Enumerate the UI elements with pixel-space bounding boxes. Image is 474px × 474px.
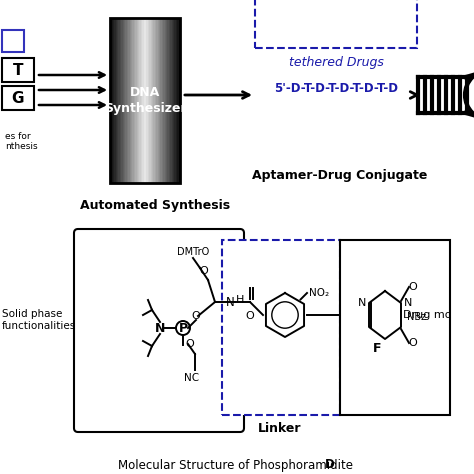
Bar	[2, 58, 34, 82]
Bar	[111, 18, 113, 183]
Bar	[159, 18, 160, 183]
Bar	[117, 18, 118, 183]
Bar	[255, 0, 417, 48]
Text: N: N	[226, 295, 235, 309]
Text: N: N	[155, 321, 165, 335]
Bar	[156, 18, 157, 183]
Bar	[142, 18, 144, 183]
Bar	[2, 86, 34, 110]
Bar	[179, 18, 180, 183]
Bar	[118, 18, 120, 183]
Bar	[120, 18, 121, 183]
Text: Solid phase
functionalities: Solid phase functionalities	[2, 309, 76, 331]
Text: N: N	[357, 298, 366, 308]
Bar	[149, 18, 151, 183]
Bar	[124, 18, 126, 183]
Bar	[141, 18, 142, 183]
Bar	[110, 18, 180, 183]
Bar	[172, 18, 173, 183]
Bar	[170, 18, 172, 183]
Bar	[126, 18, 127, 183]
Bar	[157, 18, 159, 183]
Text: O: O	[246, 311, 255, 321]
Bar	[177, 18, 179, 183]
Text: Automated Synthesis: Automated Synthesis	[80, 199, 230, 211]
Text: N: N	[404, 298, 412, 308]
Bar	[164, 18, 166, 183]
Bar	[137, 18, 138, 183]
Bar	[123, 18, 124, 183]
Text: G: G	[12, 91, 24, 106]
Bar	[162, 18, 163, 183]
Bar	[169, 18, 170, 183]
Text: O: O	[200, 266, 209, 276]
Bar	[151, 18, 152, 183]
Text: 5'-D-T-D-T-D-T-D-T-D: 5'-D-T-D-T-D-T-D-T-D	[274, 82, 398, 94]
Text: NC: NC	[184, 373, 200, 383]
Bar	[173, 18, 174, 183]
Bar	[167, 18, 169, 183]
Text: NO₂: NO₂	[309, 288, 329, 298]
Bar	[2, 30, 24, 52]
Bar	[114, 18, 116, 183]
Text: Linker: Linker	[258, 421, 302, 435]
Text: DMTrO: DMTrO	[177, 247, 209, 257]
Text: O: O	[409, 338, 418, 348]
Bar	[131, 18, 132, 183]
Text: tethered Drugs: tethered Drugs	[289, 55, 383, 69]
Text: DNA
Synthesizer: DNA Synthesizer	[104, 86, 186, 115]
Bar	[121, 18, 123, 183]
Bar	[222, 240, 340, 415]
Bar	[174, 18, 176, 183]
Text: O: O	[409, 282, 418, 292]
Bar	[176, 18, 177, 183]
Bar	[155, 18, 156, 183]
Bar	[138, 18, 139, 183]
Text: T: T	[13, 63, 23, 78]
Bar	[154, 18, 155, 183]
Text: O: O	[185, 339, 194, 349]
Bar	[146, 18, 148, 183]
Text: Molecular Structure of Phosphoramidite: Molecular Structure of Phosphoramidite	[118, 458, 356, 472]
Bar	[132, 18, 134, 183]
Bar	[145, 18, 146, 183]
Text: Aptamer-Drug Conjugate: Aptamer-Drug Conjugate	[252, 168, 428, 182]
Text: P: P	[178, 321, 188, 335]
Text: es for
nthesis: es for nthesis	[5, 132, 37, 151]
Bar	[160, 18, 162, 183]
Bar	[134, 18, 135, 183]
Bar	[139, 18, 141, 183]
Text: D: D	[325, 458, 335, 472]
Bar	[128, 18, 129, 183]
Text: Drug mo: Drug mo	[403, 310, 452, 320]
Bar	[340, 240, 450, 415]
Text: O: O	[191, 311, 201, 321]
Bar	[116, 18, 117, 183]
Bar	[152, 18, 154, 183]
Bar	[113, 18, 114, 183]
Bar	[135, 18, 137, 183]
Bar	[148, 18, 149, 183]
Bar	[110, 18, 111, 183]
Bar	[144, 18, 145, 183]
Text: NBz: NBz	[407, 312, 426, 322]
Bar	[127, 18, 128, 183]
Bar	[163, 18, 164, 183]
Text: H: H	[236, 295, 245, 305]
Text: F: F	[373, 343, 381, 356]
Bar	[129, 18, 131, 183]
FancyBboxPatch shape	[74, 229, 244, 432]
Bar	[166, 18, 167, 183]
